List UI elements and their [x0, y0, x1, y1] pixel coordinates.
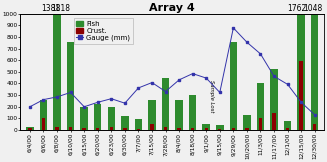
Bar [218, 129, 221, 130]
Bar [137, 129, 140, 130]
Bar [300, 61, 303, 130]
Bar [243, 115, 250, 130]
Bar [42, 118, 45, 130]
Bar [55, 127, 59, 130]
Bar [80, 107, 88, 130]
Bar [191, 128, 194, 130]
Title: Array 4: Array 4 [149, 3, 195, 13]
Bar [259, 118, 262, 130]
Bar [230, 41, 237, 130]
Text: Sample Lost: Sample Lost [209, 80, 214, 112]
Bar [53, 14, 61, 130]
Bar [121, 116, 129, 130]
Bar [108, 107, 115, 130]
Bar [189, 95, 197, 130]
Bar [123, 128, 127, 130]
Bar [82, 128, 86, 130]
Bar [311, 14, 318, 130]
Text: 1818: 1818 [52, 4, 71, 13]
Bar [178, 128, 181, 130]
Bar [96, 128, 99, 130]
Bar [162, 78, 169, 130]
Text: 1381: 1381 [42, 4, 60, 13]
Bar [110, 127, 113, 130]
Bar [313, 124, 317, 130]
Bar [135, 119, 142, 130]
Bar [94, 104, 101, 130]
Bar [205, 128, 208, 130]
Bar [232, 128, 235, 130]
Bar [270, 69, 278, 130]
Bar [26, 127, 34, 130]
Bar [28, 128, 32, 130]
Bar [245, 128, 249, 130]
Bar [67, 41, 74, 130]
Bar [286, 128, 289, 130]
Bar [148, 100, 156, 130]
Bar [164, 127, 167, 130]
Bar [298, 14, 305, 130]
Bar [284, 121, 291, 130]
Bar [40, 100, 47, 130]
Text: 1048: 1048 [303, 4, 322, 13]
Bar [202, 124, 210, 130]
Text: 1762: 1762 [287, 4, 306, 13]
Bar [175, 100, 183, 130]
Legend: Fish, Crust., Gauge (mm): Fish, Crust., Gauge (mm) [74, 18, 133, 44]
Bar [69, 127, 72, 130]
Bar [150, 124, 154, 130]
Bar [216, 125, 224, 130]
Bar [257, 83, 264, 130]
Bar [272, 113, 276, 130]
